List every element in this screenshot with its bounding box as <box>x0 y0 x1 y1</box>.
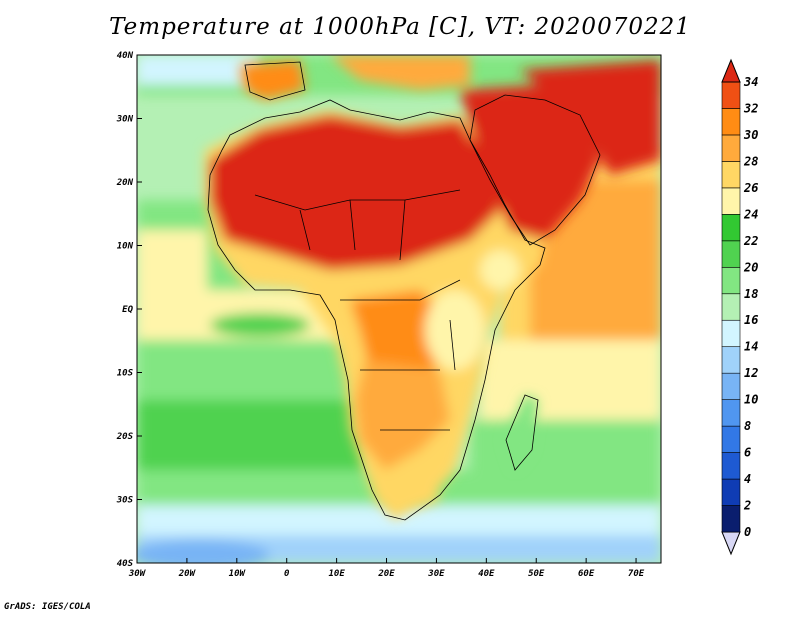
colorbar-label: 20 <box>743 260 758 274</box>
colorbar-label: 34 <box>743 75 758 89</box>
colorbar-label: 2 <box>743 499 751 513</box>
lat-tick-label: 40S <box>117 559 134 569</box>
colorbar-swatch <box>721 346 741 374</box>
colorbar-swatch <box>721 161 741 189</box>
colorbar-swatch <box>721 266 741 295</box>
lon-tick-label: 0 <box>284 569 290 579</box>
colorbar-label: 8 <box>744 419 751 433</box>
colorbar-swatch <box>721 81 741 109</box>
colorbar-label: 24 <box>743 207 758 221</box>
colorbar-label: 6 <box>744 446 751 460</box>
lat-tick-label: 30N <box>116 115 134 125</box>
map-title: Temperature at 1000hPa [C], VT: 20200702… <box>109 14 691 40</box>
footer-credit: GrADS: IGES/COLA <box>4 602 91 612</box>
lat-tick-label: 10N <box>117 242 134 252</box>
colorbar-swatch <box>721 108 741 136</box>
colorbar-label: 14 <box>744 340 758 354</box>
colorbar-swatch <box>721 372 741 400</box>
lon-tick-label: 20E <box>377 569 395 579</box>
lon-tick-label: 10W <box>229 569 247 579</box>
colorbar-label: 28 <box>743 154 758 168</box>
colorbar-swatch <box>721 214 741 242</box>
colorbar-label: 0 <box>744 525 751 539</box>
colorbar-label: 10 <box>744 393 758 407</box>
lon-tick-label: 30E <box>427 569 445 579</box>
colorbar-label: 16 <box>744 313 758 327</box>
colorbar-label: 4 <box>744 472 751 486</box>
colorbar-swatch <box>721 399 741 427</box>
latitude-axis: 40N 30N 20N 10N EQ 10S 20S 30S 40S <box>116 51 142 569</box>
colorbar-swatch <box>721 425 741 453</box>
colorbar-label: 22 <box>743 234 758 248</box>
lon-tick-label: 10E <box>328 569 345 579</box>
colorbar-swatch <box>721 293 741 321</box>
lat-tick-label: EQ <box>122 305 133 315</box>
colorbar-swatch <box>721 187 741 215</box>
lon-tick-label: 20W <box>178 569 197 579</box>
lon-tick-label: 30W <box>128 569 147 579</box>
longitude-axis: 30W 20W 10W 0 10E 20E 30E 40E 50E 60E 70E <box>128 558 645 579</box>
lat-tick-label: 20N <box>116 178 134 188</box>
lon-tick-label: 70E <box>628 569 645 579</box>
colorbar-label: 32 <box>743 101 758 115</box>
colorbar-max-arrow <box>721 58 741 83</box>
colorbar-swatch <box>721 240 741 268</box>
colorbar-label: 18 <box>744 287 758 301</box>
colorbar-swatch <box>721 452 741 480</box>
temperature-field <box>137 55 661 563</box>
colorbar-label: 26 <box>743 181 758 195</box>
colorbar-swatch <box>721 319 741 348</box>
colorbar-swatch <box>721 505 741 533</box>
colorbar-label: 12 <box>744 366 758 380</box>
lat-tick-label: 30S <box>116 496 134 506</box>
lon-tick-label: 60E <box>578 569 595 579</box>
colorbar-label: 30 <box>743 128 758 142</box>
coastlines <box>207 61 601 521</box>
lat-tick-label: 40N <box>117 51 134 61</box>
lat-tick-label: 10S <box>117 369 134 379</box>
colorbar-swatch <box>721 478 741 506</box>
lon-tick-label: 40E <box>478 569 495 579</box>
lat-tick-label: 20S <box>116 432 134 442</box>
colorbar-min-arrow <box>721 531 741 556</box>
lon-tick-label: 50E <box>528 569 545 579</box>
colorbar-swatch <box>721 134 741 162</box>
